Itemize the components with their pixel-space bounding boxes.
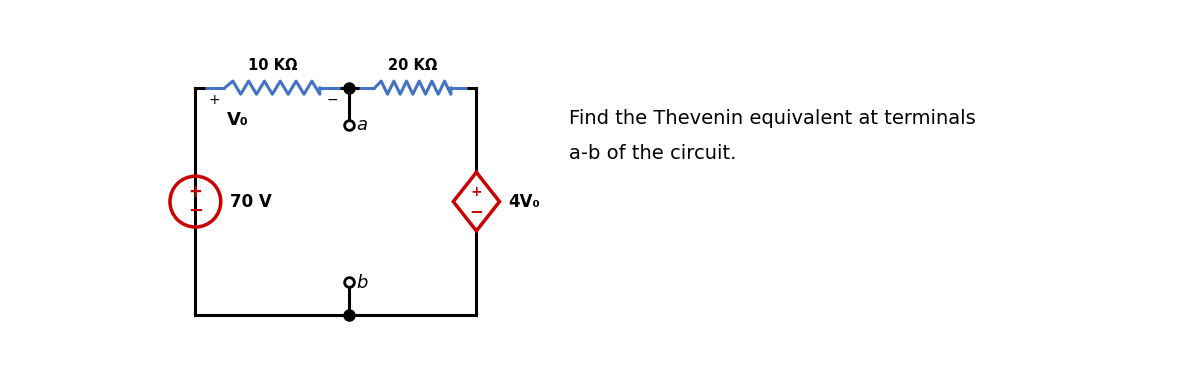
Text: V₀: V₀ (227, 111, 248, 129)
Text: 4V₀: 4V₀ (509, 193, 540, 210)
Text: a-b of the circuit.: a-b of the circuit. (569, 144, 736, 162)
Text: −: − (469, 202, 484, 220)
Text: 20 KΩ: 20 KΩ (389, 58, 438, 73)
Text: +: + (470, 185, 482, 199)
Text: a: a (356, 116, 367, 134)
Text: −: − (187, 202, 203, 220)
Text: 70 V: 70 V (230, 193, 271, 210)
Text: +: + (188, 184, 203, 201)
Text: −: − (326, 93, 338, 107)
Text: 10 KΩ: 10 KΩ (247, 58, 298, 73)
Text: +: + (209, 93, 221, 107)
Text: b: b (356, 274, 367, 292)
Text: Find the Thevenin equivalent at terminals: Find the Thevenin equivalent at terminal… (569, 109, 976, 128)
